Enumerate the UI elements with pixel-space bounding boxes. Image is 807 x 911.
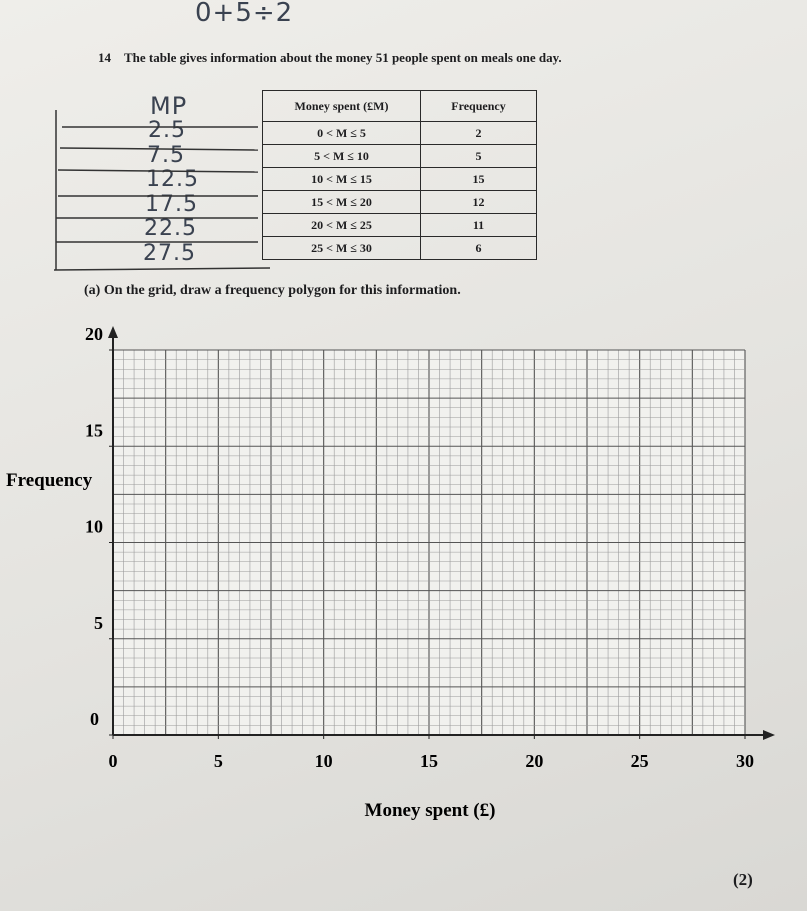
table-cell: 6 — [420, 236, 537, 260]
table-header: Money spent (£M) — [262, 90, 421, 122]
y-tick-label: 5 — [94, 613, 103, 633]
table-row: 20 < M ≤ 25 11 — [262, 213, 537, 237]
table-cell: 20 < M ≤ 25 — [262, 213, 421, 237]
x-tick-label: 25 — [631, 751, 649, 771]
part-label: (a) — [84, 283, 101, 298]
midpoint-note: 2.5 — [148, 118, 186, 143]
table-row: 15 < M ≤ 20 12 — [262, 190, 537, 214]
y-tick-label: 0 — [90, 709, 99, 729]
table-row: 10 < M ≤ 15 15 — [262, 167, 537, 191]
y-tick-label: 15 — [85, 420, 103, 440]
table-cell: 11 — [420, 213, 537, 237]
midpoint-note: 22.5 — [144, 216, 197, 241]
question-text: The table gives information about the mo… — [124, 50, 562, 65]
graph-grid: 0 5 10 15 20 25 30 0 5 10 15 20 Frequency Money spent… — [6, 324, 775, 821]
part-text: On the grid, draw a frequency polygon fo… — [103, 283, 461, 298]
table-cell: 0 < M ≤ 5 — [262, 121, 421, 145]
y-tick-label: 20 — [85, 324, 103, 344]
table-cell: 2 — [420, 121, 537, 145]
table-cell: 25 < M ≤ 30 — [262, 236, 421, 260]
midpoint-note: 7.5 — [147, 142, 185, 168]
x-tick-label: 20 — [525, 751, 543, 771]
notes-header: MP — [150, 92, 188, 120]
table-row: 25 < M ≤ 30 6 — [262, 236, 537, 260]
table-cell: 15 < M ≤ 20 — [262, 190, 421, 214]
x-arrow — [763, 730, 775, 740]
x-tick-label: 30 — [736, 751, 754, 771]
marks: (2) — [733, 870, 753, 889]
x-tick-label: 10 — [315, 751, 333, 771]
handwritten-lines — [53, 110, 271, 271]
y-tick-label: 10 — [85, 517, 103, 537]
table-cell: 15 — [420, 167, 537, 191]
y-axis-label: Frequency — [6, 470, 93, 491]
x-tick-label: 5 — [214, 751, 223, 771]
x-tick-label: 0 — [109, 751, 118, 771]
y-arrow — [108, 326, 118, 338]
table-header: Frequency — [420, 90, 537, 122]
table-cell: 10 < M ≤ 15 — [262, 167, 421, 191]
table-cell: 12 — [420, 190, 537, 214]
x-tick-label: 15 — [420, 751, 438, 771]
table-cell: 5 < M ≤ 10 — [262, 144, 421, 168]
question-number: 14 — [98, 50, 111, 65]
handwritten-note: 0+5÷2 — [195, 0, 294, 28]
midpoint-note: 27.5 — [143, 240, 196, 266]
x-axis-label: Money spent (£) — [365, 800, 496, 821]
table-row: 5 < M ≤ 10 5 — [262, 144, 537, 168]
table-cell: 5 — [420, 144, 537, 168]
part-a: (a) On the grid, draw a frequency polygo… — [84, 283, 461, 299]
